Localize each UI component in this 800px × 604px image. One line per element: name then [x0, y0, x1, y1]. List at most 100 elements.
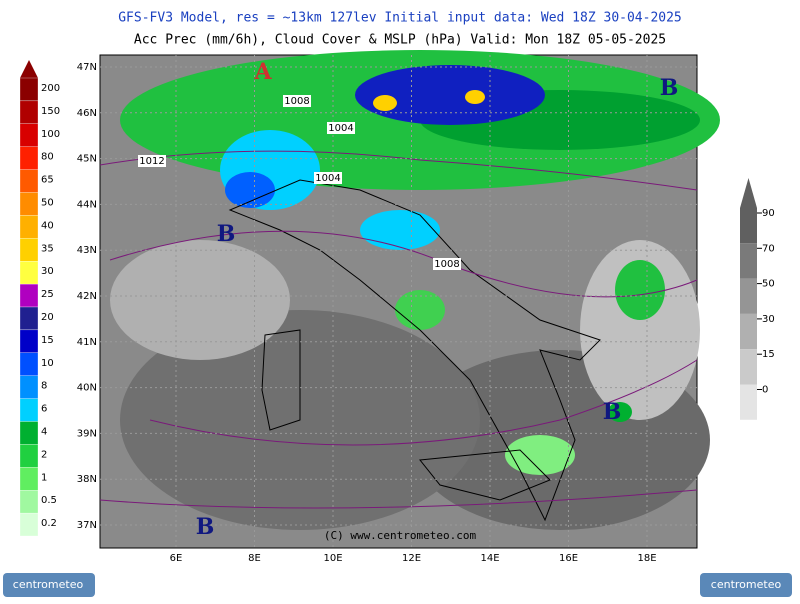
isobar-label-box [314, 172, 342, 184]
legend-arrow [20, 60, 38, 78]
legend-label: 80 [41, 152, 54, 163]
header-line: GFS-FV3 Model, res = ~13km 127lev Initia… [118, 11, 682, 26]
isobar-label: 1008 [284, 96, 309, 107]
legend-swatch [19, 238, 39, 262]
legend-label: 6 [41, 404, 47, 415]
pressure-center: B [217, 221, 236, 247]
legend-swatch [19, 192, 39, 216]
lat-label: 37N [77, 520, 97, 531]
legend-swatch [740, 243, 757, 279]
lon-label: 14E [480, 553, 499, 564]
coastline [228, 179, 601, 522]
legend-label: 90 [762, 208, 775, 219]
legend-label: 25 [41, 289, 54, 300]
legend-label: 200 [41, 83, 60, 94]
rain [373, 95, 397, 111]
legend-label: 0.2 [41, 518, 57, 529]
isobar-label-box [433, 258, 461, 270]
legend-label: 8 [41, 381, 47, 392]
legend-label: 0 [762, 385, 768, 396]
logo [3, 573, 792, 597]
lat-label: 47N [77, 62, 97, 73]
lon-label: 10E [323, 553, 342, 564]
logo-text: centrometeo [13, 578, 84, 591]
legend-swatch [19, 398, 39, 422]
rain [505, 435, 575, 475]
legend-label: 100 [41, 129, 60, 140]
isobar-label-box [327, 122, 355, 134]
legend-label: 40 [41, 220, 54, 231]
legend-label: 10 [41, 358, 54, 369]
legend-label: 15 [41, 335, 54, 346]
isobar-label-box [138, 155, 166, 167]
lat-label: 45N [77, 154, 97, 165]
legend-swatch [19, 444, 39, 468]
legend-swatch [19, 329, 39, 353]
legend-label: 30 [41, 266, 54, 277]
rain [225, 172, 275, 208]
logo-box [700, 573, 792, 597]
legend-label: 50 [762, 279, 775, 290]
legend-swatch [740, 349, 757, 385]
legend-swatch [19, 123, 39, 147]
header-line: Acc Prec (mm/6h), Cloud Cover & MSLP (hP… [134, 33, 666, 48]
lat-label: 39N [77, 428, 97, 439]
pressure-center: A [253, 59, 272, 85]
legend-label: 1 [41, 472, 47, 483]
legend-swatch [19, 77, 39, 102]
isobar-label: 1012 [139, 156, 164, 167]
isobar [99, 150, 698, 191]
legend-label: 20 [41, 312, 54, 323]
rain [608, 402, 632, 422]
isobar [99, 489, 698, 509]
coastline [419, 449, 551, 501]
legend-label: 70 [762, 243, 775, 254]
legend-swatch [740, 384, 757, 420]
legend-swatch [19, 100, 39, 124]
isobar-label: 1004 [328, 123, 353, 134]
legend-swatch [19, 490, 39, 514]
pressure-center: B [196, 514, 215, 540]
pressure-center: B [660, 75, 679, 101]
legend-label: 0.5 [41, 495, 57, 506]
logo-text: centrometeo [711, 578, 782, 591]
legend-swatch [19, 261, 39, 285]
legend-swatch [19, 169, 39, 193]
isobar [149, 359, 698, 446]
legend-swatch [740, 208, 757, 244]
legend-swatch [740, 278, 757, 314]
lat-label: 38N [77, 474, 97, 485]
lat-label: 42N [77, 291, 97, 302]
legend-swatch [19, 421, 39, 445]
lat-label: 46N [77, 108, 97, 119]
lon-label: 16E [559, 553, 578, 564]
lat-label: 44N [77, 199, 97, 210]
legend-label: 50 [41, 198, 54, 209]
legend-swatch [19, 146, 39, 170]
logo-box [3, 573, 95, 597]
isobar-label-box [283, 95, 311, 107]
legend-arrow [740, 178, 757, 208]
legend-label: 4 [41, 427, 47, 438]
legend-swatch [19, 215, 39, 239]
legend-swatch [19, 283, 39, 308]
legend-label: 30 [762, 314, 775, 325]
legend-swatch [19, 306, 39, 331]
pressure-center: B [603, 399, 622, 425]
rain [355, 65, 545, 125]
rain [615, 260, 665, 320]
rain [465, 90, 485, 104]
lon-label: 8E [248, 553, 261, 564]
legend-label: 2 [41, 449, 47, 460]
cloud [110, 240, 290, 360]
lon-label: 6E [170, 553, 183, 564]
lat-label: 40N [77, 383, 97, 394]
legend-swatch [19, 512, 39, 537]
rain [360, 210, 440, 250]
lat-label: 41N [77, 337, 97, 348]
isobar-label: 1004 [315, 173, 340, 184]
credit: (C) www.centrometeo.com [324, 529, 477, 542]
legend-swatch [19, 467, 39, 491]
lon-label: 18E [637, 553, 656, 564]
